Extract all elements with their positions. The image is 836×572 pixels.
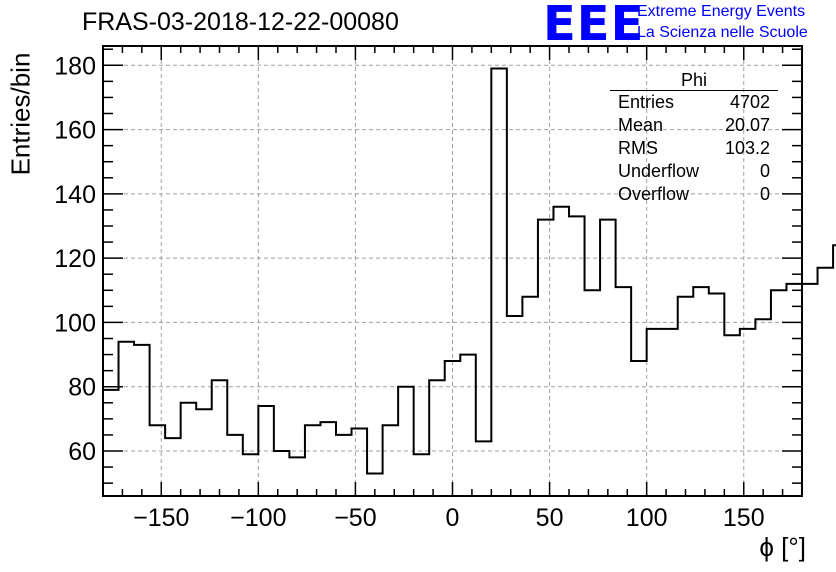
chart-title: FRAS-03-2018-12-22-00080: [82, 8, 399, 36]
x-tick-label: −50: [334, 504, 376, 532]
x-tick-label: 50: [536, 504, 564, 532]
plot-frame: [102, 45, 803, 497]
x-tick-label: 100: [626, 504, 668, 532]
stats-value: 0: [759, 161, 770, 181]
y-axis-label: Entries/bin: [5, 52, 36, 176]
eee-logo: EEE: [543, 0, 645, 52]
stats-value: 0: [759, 184, 770, 204]
y-tick-label: 100: [54, 309, 96, 337]
logo-subtitle-1: Extreme Energy Events: [637, 3, 806, 20]
stats-value: 4702: [729, 92, 770, 112]
x-tick-label: −100: [230, 504, 286, 532]
x-axis-label: ϕ [°]: [759, 532, 806, 562]
y-tick-label: 180: [54, 52, 96, 80]
y-tick-label: 80: [68, 374, 96, 402]
x-tick-label: 0: [446, 504, 460, 532]
y-tick-label: 120: [54, 245, 96, 273]
stats-row: Entries 4702: [610, 91, 778, 114]
stats-box: Phi Entries 4702 Mean 20.07 RMS 103.2 Un…: [610, 70, 778, 206]
x-tick-label: −150: [133, 504, 189, 532]
stats-row: RMS 103.2: [610, 137, 778, 160]
y-tick-label: 160: [54, 117, 96, 145]
axis-ticks: [102, 46, 803, 496]
histogram-outline: [103, 67, 836, 475]
stats-label: Entries: [618, 92, 675, 112]
stats-label: RMS: [618, 138, 658, 158]
stats-row: Underflow 0: [610, 160, 778, 183]
stats-value: 20.07: [724, 115, 770, 135]
stats-label: Mean: [618, 115, 664, 135]
stats-value: 103.2: [724, 138, 770, 158]
stats-label: Underflow: [618, 161, 700, 181]
stats-row: Mean 20.07: [610, 114, 778, 137]
stats-row: Overflow 0: [610, 183, 778, 206]
tick-labels: −150 −100 −50 0 50 100 150 60 80 100 120 140 160 180: [54, 52, 764, 532]
stats-label: Overflow: [618, 184, 690, 204]
logo-subtitle-2: La Scienza nelle Scuole: [637, 24, 808, 41]
y-tick-label: 140: [54, 181, 96, 209]
stats-title: Phi: [610, 70, 778, 91]
x-tick-label: 150: [723, 504, 765, 532]
y-tick-label: 60: [68, 438, 96, 466]
